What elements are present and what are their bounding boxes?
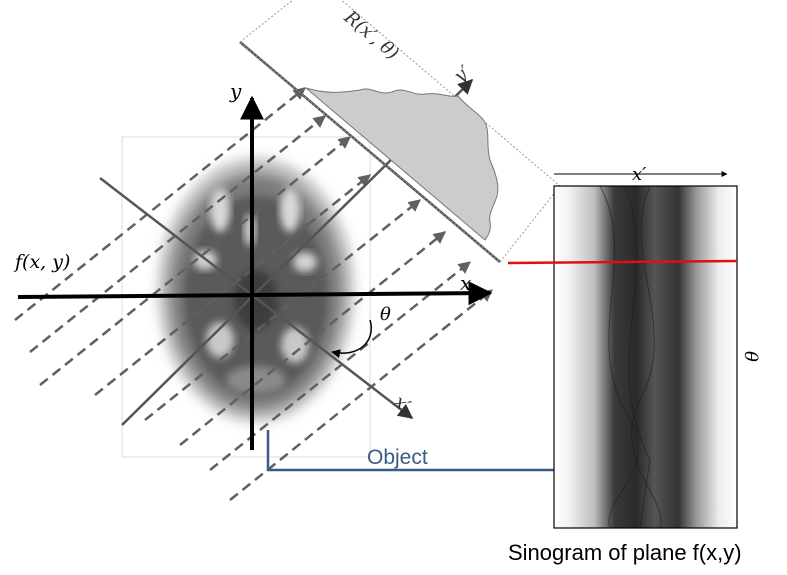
ray-6 — [179, 231, 446, 446]
x-axis-label: x — [460, 271, 471, 295]
sinogram-caption: Sinogram of plane f(x,y) — [508, 540, 742, 565]
object-arrow — [266, 430, 572, 477]
function-label: f(x, y) — [13, 251, 70, 273]
object-label: Object — [367, 446, 428, 469]
sinogram-theta-label: θ — [740, 351, 761, 362]
y-prime-axis-label: y′ — [449, 62, 474, 88]
sinogram — [507, 171, 738, 529]
ray-3 — [39, 136, 351, 386]
projection-label: R(x′, θ) — [339, 6, 402, 64]
ray-5 — [144, 199, 421, 421]
ray-4 — [94, 174, 371, 396]
x-prime-axis — [99, 177, 414, 419]
y-axis-label: y — [229, 79, 242, 103]
sinogram-highlight-line — [507, 259, 738, 265]
projection-rays — [14, 87, 493, 501]
ray-1 — [14, 87, 306, 321]
ray-8 — [229, 289, 493, 501]
theta-arc — [331, 319, 372, 359]
sinogram-x-prime-label: x′ — [632, 164, 646, 185]
main-axes — [17, 95, 493, 450]
theta-label: θ — [380, 304, 391, 325]
x-prime-axis-label: x′ — [390, 391, 414, 416]
projection-curve — [305, 87, 499, 241]
sinogram-frame — [553, 185, 738, 529]
